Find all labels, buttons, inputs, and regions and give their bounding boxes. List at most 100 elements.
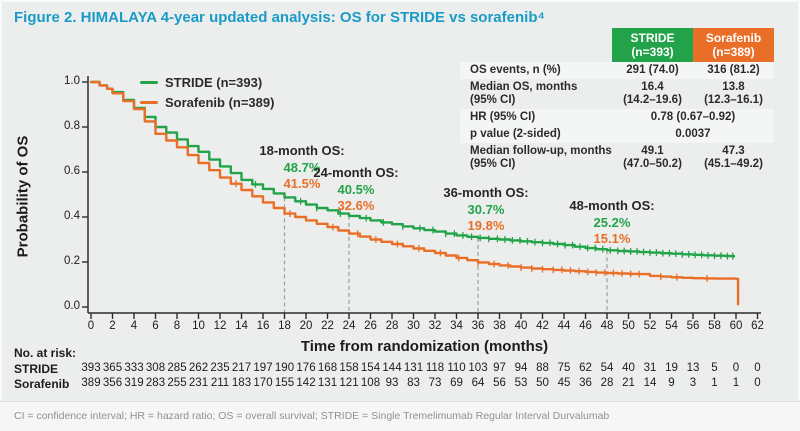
- no-at-risk-caption: No. at risk:: [14, 346, 77, 360]
- risk-count: 142: [296, 377, 316, 389]
- stats-row-hr: HR (95% CI) 0.78 (0.67–0.92): [460, 109, 774, 126]
- milestone-48-month: 48-month OS: 25.2% 15.1%: [569, 198, 654, 248]
- risk-count: 19: [665, 362, 678, 374]
- risk-count: 14: [643, 377, 657, 389]
- risk-count: 103: [468, 362, 488, 374]
- risk-count: 53: [514, 377, 528, 389]
- risk-count: 1: [732, 377, 740, 389]
- x-tick-label: 40: [514, 320, 528, 332]
- stats-table: STRIDE (n=393) Sorafenib (n=389) OS even…: [460, 28, 774, 173]
- x-tick-label: 4: [130, 320, 138, 332]
- risk-count: 121: [339, 377, 359, 389]
- stats-row-label: HR (95% CI): [470, 111, 536, 123]
- legend-label: Sorafenib (n=389): [165, 94, 275, 110]
- x-tick-label: 58: [708, 320, 721, 332]
- risk-count: 62: [579, 362, 592, 374]
- km-curve-sorafenib: [89, 80, 740, 306]
- risk-count: 31: [643, 362, 657, 374]
- risk-count: 170: [253, 377, 273, 389]
- stats-sorafenib-value: 316 (81.2): [707, 64, 760, 76]
- risk-count: 94: [514, 362, 528, 374]
- milestone-sorafenib-value: 19.8%: [467, 218, 505, 233]
- milestone-18-month: 18-month OS: 48.7% 41.5%: [259, 143, 344, 193]
- stats-header-stride: STRIDE (n=393): [612, 28, 693, 62]
- risk-count: 154: [360, 362, 381, 374]
- risk-count: 40: [622, 362, 635, 374]
- x-tick-label: 12: [213, 320, 227, 332]
- stats-row-label: Median follow-up, months (95% CI): [470, 145, 612, 170]
- risk-count: 285: [167, 362, 187, 374]
- risk-count: 158: [339, 362, 359, 374]
- risk-count: 283: [145, 377, 166, 389]
- risk-count: 0: [754, 377, 761, 389]
- x-tick-label: 22: [321, 320, 334, 332]
- risk-count: 197: [253, 362, 273, 374]
- y-tick-label: 1.0: [64, 75, 80, 87]
- x-tick-label: 44: [557, 320, 571, 332]
- milestone-stride-value: 25.2%: [593, 214, 631, 230]
- stats-table-body: OS events, n (%) 291 (74.0) 316 (81.2) M…: [460, 62, 774, 173]
- x-tick-label: 62: [751, 320, 764, 332]
- x-tick-label: 38: [493, 320, 506, 332]
- x-tick-label: 60: [729, 320, 743, 332]
- risk-count: 88: [536, 362, 549, 374]
- y-tick-label: 0.0: [64, 300, 80, 312]
- legend-label: STRIDE (n=393): [165, 74, 263, 90]
- risk-count: 50: [536, 377, 549, 389]
- x-tick-label: 18: [278, 320, 291, 332]
- risk-count: 0: [732, 362, 740, 374]
- milestone-stride-value: 30.7%: [467, 201, 505, 217]
- risk-count: 155: [274, 377, 295, 389]
- x-tick-label: 14: [235, 320, 248, 332]
- risk-count: 83: [407, 377, 420, 389]
- stats-table-header: STRIDE (n=393) Sorafenib (n=389): [460, 28, 774, 62]
- stats-row-median-followup: Median follow-up, months (95% CI) 49.1 (…: [460, 143, 774, 173]
- x-tick-label: 36: [471, 320, 485, 332]
- y-tick-label: 0.2: [64, 255, 80, 267]
- risk-count: 365: [102, 362, 123, 374]
- stats-row-label: p value (2-sided): [470, 128, 561, 140]
- milestone-label: 48-month OS:: [569, 198, 655, 213]
- stats-sorafenib-value: 13.8 (12.3–16.1): [704, 81, 763, 106]
- risk-count: 308: [145, 362, 166, 374]
- stats-row-os-events: OS events, n (%) 291 (74.0) 316 (81.2): [460, 62, 774, 79]
- risk-row-label: STRIDE: [14, 362, 59, 376]
- footer-band: CI = confidence interval; HR = hazard ra…: [0, 401, 800, 431]
- footnote: CI = confidence interval; HR = hazard ra…: [14, 410, 610, 422]
- y-axis-title: Probability of OS: [14, 135, 32, 258]
- risk-count: 217: [231, 362, 252, 374]
- y-tick-label: 0.4: [64, 210, 80, 222]
- stride-line-swatch: [140, 80, 158, 84]
- risk-count: 393: [81, 362, 101, 374]
- risk-count: 108: [360, 377, 381, 389]
- risk-count: 21: [622, 377, 635, 389]
- milestone-sorafenib-value: 32.6%: [337, 198, 375, 213]
- stats-stride-value: 49.1 (47.0–50.2): [623, 145, 682, 170]
- risk-count: 131: [317, 377, 338, 389]
- risk-count: 56: [493, 377, 506, 389]
- x-tick-label: 2: [109, 320, 116, 332]
- y-tick-label: 0.6: [64, 165, 80, 177]
- risk-row-label: Sorafenib: [14, 377, 70, 391]
- milestone-sorafenib-value: 41.5%: [283, 176, 321, 191]
- stats-header-sorafenib: Sorafenib (n=389): [693, 28, 774, 62]
- milestone-label: 24-month OS:: [313, 165, 399, 180]
- stats-combined-value: 0.0037: [675, 128, 711, 140]
- stats-row-median-os: Median OS, months (95% CI) 16.4 (14.2–19…: [460, 79, 774, 109]
- risk-count: 3: [689, 377, 697, 389]
- x-tick-label: 56: [686, 320, 700, 332]
- risk-count: 168: [317, 362, 338, 374]
- risk-count: 0: [754, 362, 761, 374]
- risk-count: 45: [557, 377, 571, 389]
- x-tick-label: 52: [643, 320, 657, 332]
- stats-row-label: OS events, n (%): [470, 64, 561, 76]
- risk-count: 356: [102, 377, 123, 389]
- milestone-24-month: 24-month OS: 40.5% 32.6%: [313, 165, 398, 215]
- risk-count: 211: [210, 377, 230, 389]
- chart-legend: STRIDE (n=393) Sorafenib (n=389): [140, 72, 274, 112]
- stats-row-p-value: p value (2-sided) 0.0037: [460, 126, 774, 143]
- legend-item-sorafenib: Sorafenib (n=389): [140, 92, 274, 112]
- milestone-sorafenib-value: 15.1%: [593, 231, 631, 246]
- risk-count: 28: [600, 377, 614, 389]
